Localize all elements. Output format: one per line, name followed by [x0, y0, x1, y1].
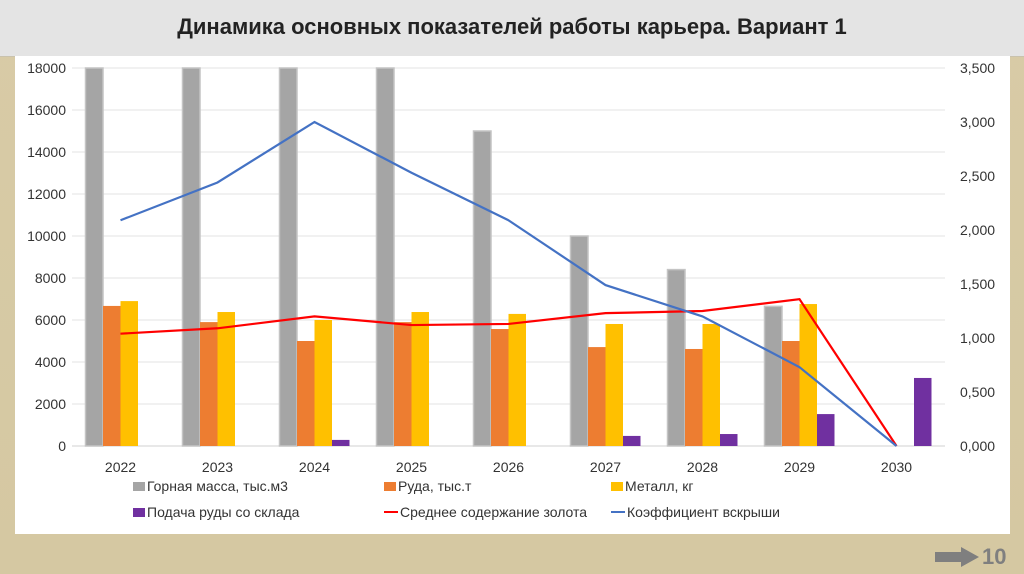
- bar-2029: [782, 341, 800, 446]
- x-axis-tick-label: 2022: [105, 459, 136, 475]
- right-axis-tick-label: 2,000: [960, 222, 995, 238]
- left-axis-tick-label: 14000: [27, 144, 66, 160]
- bar-2022: [84, 67, 104, 447]
- x-axis-tick-label: 2030: [881, 459, 912, 475]
- bar-2030: [914, 377, 932, 446]
- line-series: [120, 120, 898, 447]
- arrow-right-icon: [935, 547, 979, 567]
- x-axis-tick-label: 2024: [299, 459, 330, 475]
- slide-title: Динамика основных показателей работы кар…: [177, 14, 847, 39]
- legend-item: Подача руды со склада: [133, 504, 299, 520]
- x-axis-tick-label: 2025: [396, 459, 427, 475]
- page-number: 10: [982, 544, 1007, 569]
- bar-2025: [375, 67, 395, 447]
- x-axis-tick-label: 2029: [784, 459, 815, 475]
- left-axis-tick-label: 8000: [35, 270, 66, 286]
- legend-label: Среднее содержание золота: [400, 504, 588, 520]
- bar-2026: [491, 329, 509, 446]
- bar-2028: [685, 348, 703, 446]
- legend-label: Руда, тыс.т: [398, 478, 472, 494]
- next-page-button[interactable]: 10: [935, 544, 1006, 570]
- bar-2023: [217, 312, 235, 446]
- bar-2024: [297, 341, 315, 446]
- bar-2023: [200, 322, 218, 446]
- x-axis-tick-label: 2028: [687, 459, 718, 475]
- bar-2024: [332, 439, 350, 446]
- legend-item: Коэффициент вскрыши: [611, 504, 780, 520]
- left-axis-tick-label: 10000: [27, 228, 66, 244]
- bar-2027: [623, 435, 641, 446]
- legend-item: Горная масса, тыс.м3: [133, 478, 288, 494]
- legend-label: Коэффициент вскрыши: [627, 504, 780, 520]
- x-axis-tick-label: 2026: [493, 459, 524, 475]
- bar-2025: [394, 322, 412, 446]
- x-axis-tick-label: 2027: [590, 459, 621, 475]
- left-axis-tick-label: 18000: [27, 60, 66, 76]
- left-axis-tick-label: 12000: [27, 186, 66, 202]
- bar-2024: [314, 320, 332, 446]
- legend-item: Среднее содержание золота: [384, 504, 587, 520]
- left-axis-tick-label: 4000: [35, 354, 66, 370]
- bar-2022: [103, 305, 121, 446]
- bar-2027: [588, 347, 606, 446]
- bar-2027: [569, 235, 589, 447]
- legend-marker: [133, 507, 145, 517]
- bar-2027: [605, 323, 623, 446]
- legend-label: Подача руды со склада: [147, 504, 300, 520]
- bar-2025: [411, 312, 429, 446]
- bar-2028: [666, 268, 686, 447]
- left-axis-tick-label: 2000: [35, 396, 66, 412]
- right-axis-tick-label: 0,500: [960, 384, 995, 400]
- bar-2026: [472, 130, 492, 447]
- bar-2026: [508, 313, 526, 446]
- left-axis-tick-label: 16000: [27, 102, 66, 118]
- bar-2029: [763, 305, 783, 447]
- right-axis-tick-label: 1,500: [960, 276, 995, 292]
- bar-2028: [720, 434, 738, 446]
- chart-panel: [15, 56, 1010, 534]
- line-series: [120, 297, 898, 447]
- legend-marker: [133, 481, 145, 491]
- legend-marker: [384, 481, 396, 491]
- legend-label: Горная масса, тыс.м3: [147, 478, 288, 494]
- right-axis-tick-label: 0,000: [960, 438, 995, 454]
- bar-2029: [817, 414, 835, 446]
- right-axis-tick-label: 3,000: [960, 114, 995, 130]
- legend-marker: [611, 481, 623, 491]
- left-axis-tick-label: 6000: [35, 312, 66, 328]
- bar-2028: [702, 323, 720, 446]
- title-bar: Динамика основных показателей работы кар…: [0, 0, 1024, 57]
- right-axis-tick-label: 3,500: [960, 60, 995, 76]
- bar-2024: [278, 67, 298, 447]
- legend-label: Металл, кг: [625, 478, 694, 494]
- right-axis-tick-label: 1,000: [960, 330, 995, 346]
- legend-item: Руда, тыс.т: [384, 478, 471, 494]
- left-axis-tick-label: 0: [58, 438, 66, 454]
- legend-item: Металл, кг: [611, 478, 694, 494]
- right-axis-tick-label: 2,500: [960, 168, 995, 184]
- legend-marker: [611, 511, 625, 513]
- bar-2022: [120, 301, 138, 446]
- bar-2023: [181, 67, 201, 447]
- legend-marker: [384, 511, 398, 513]
- x-axis-tick-label: 2023: [202, 459, 233, 475]
